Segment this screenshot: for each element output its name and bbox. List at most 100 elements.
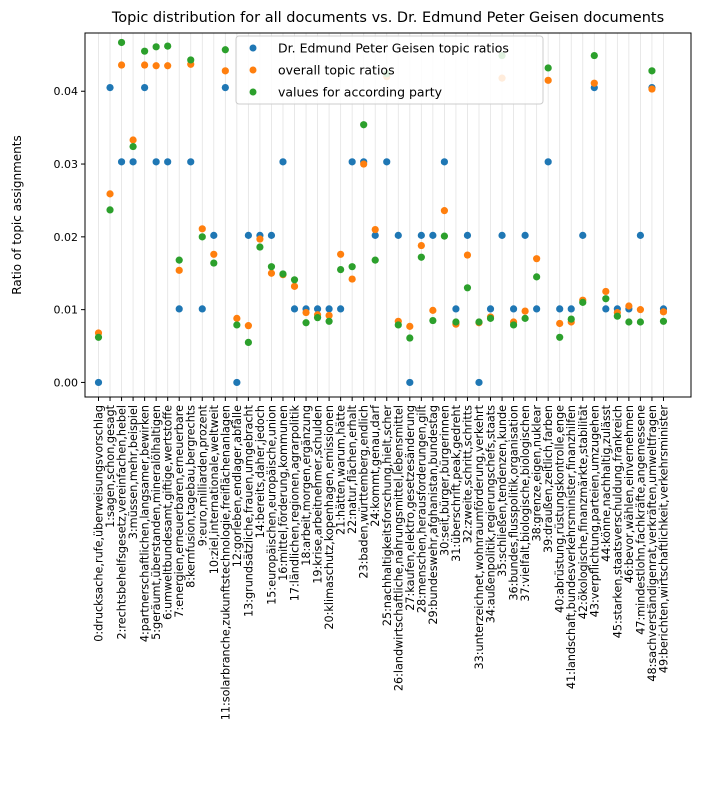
point-party-27 — [406, 334, 414, 342]
x-tick-label: 7:energien,erneuerbaren,erneuerbare — [173, 405, 186, 618]
x-tick-label: 1:sagen,schon,gesagt — [104, 404, 117, 528]
point-geisen-34 — [486, 305, 495, 313]
point-overall-15 — [267, 269, 276, 277]
point-party-20 — [325, 317, 333, 325]
point-party-18 — [302, 319, 310, 327]
point-party-31 — [452, 318, 460, 326]
plot-frame — [84, 32, 692, 398]
x-tick-label: 42:ökologische,finanzmärkte,stabilität — [577, 404, 590, 619]
point-party-11 — [221, 46, 229, 54]
point-geisen-35 — [498, 231, 506, 239]
point-overall-44 — [602, 287, 610, 296]
point-party-19 — [313, 314, 322, 322]
point-geisen-20 — [325, 305, 333, 313]
point-overall-38 — [533, 255, 541, 263]
point-overall-7 — [175, 266, 183, 274]
x-tick-label: 4:partnerschaftlichen,langsamer,bewirken — [139, 405, 152, 642]
y-axis-label: Ratio of topic assignments — [10, 135, 24, 294]
point-party-3 — [129, 142, 137, 151]
point-geisen-10 — [210, 231, 218, 239]
point-geisen-29 — [429, 231, 437, 239]
x-tick-label: 39:draußen,zeitlich,farben — [542, 405, 555, 553]
point-overall-23 — [360, 160, 368, 168]
y-tick-label: 0.03 — [54, 158, 79, 171]
point-geisen-8 — [187, 158, 195, 166]
point-party-13 — [244, 338, 252, 346]
point-party-10 — [210, 259, 218, 267]
data-points — [94, 38, 668, 387]
x-tick-label: 8:kernfusion,tagebau,bergrechts — [185, 405, 198, 588]
grid-lines — [98, 33, 664, 397]
x-tick-label: 28:menschen,herausforderungen,gilt — [415, 404, 428, 613]
x-tick-label: 6:umweltbundesamt,giftige,wertstoffe — [162, 405, 175, 620]
x-tick-label: 47:mindestlohn,fachkräfte,angemessene — [634, 405, 647, 635]
x-tick-label: 25:nachhaltigkeitsforschung,hielt,scher — [381, 405, 394, 627]
x-tick-label: 44:könne,nachhaltig,zulässt — [600, 404, 613, 562]
point-party-46 — [625, 318, 633, 326]
x-tick-label: 40:abrüstung,rüstungskontrolle,enge — [554, 405, 567, 613]
point-party-45 — [613, 312, 621, 320]
point-overall-18 — [302, 308, 310, 317]
point-geisen-11 — [221, 84, 229, 92]
point-overall-29 — [429, 306, 437, 314]
point-party-12 — [233, 321, 241, 329]
point-party-2 — [117, 38, 126, 47]
point-geisen-42 — [579, 231, 587, 239]
point-geisen-3 — [129, 158, 137, 166]
point-party-0 — [94, 333, 103, 341]
point-party-38 — [533, 273, 541, 281]
point-party-5 — [152, 43, 160, 51]
x-tick-label: 21:hätten,warum,hätte — [335, 405, 348, 535]
point-overall-20 — [325, 311, 333, 320]
point-party-1 — [106, 206, 114, 214]
point-geisen-36 — [509, 305, 518, 313]
point-party-6 — [164, 42, 172, 50]
point-geisen-25 — [383, 158, 391, 166]
x-tick-label: 33:unterzeichnet,wohnraumförderung,verke… — [473, 404, 486, 669]
y-tick-label: 0.02 — [54, 231, 79, 244]
x-tick-label: 27:kaufen,elektro,gesetzesänderung — [404, 405, 417, 611]
x-tick-label: 12:gorleben,endlager,abfälle — [231, 405, 244, 567]
point-geisen-26 — [394, 231, 402, 239]
x-tick-label: 29:bundeswehr,afghanistan,bundestag — [427, 405, 440, 625]
point-party-21 — [337, 266, 345, 274]
point-overall-14 — [256, 235, 264, 243]
point-geisen-27 — [406, 378, 414, 387]
point-party-39 — [544, 64, 552, 72]
x-tick-label: 5:geräumt,überstanden,mineralölhaltigen — [150, 405, 163, 640]
point-overall-10 — [210, 250, 218, 258]
point-geisen-19 — [313, 305, 322, 313]
point-party-29 — [429, 316, 437, 325]
x-tick-label: 34:außenpolitik,regierungschefs,staats — [485, 405, 498, 623]
x-tick-label: 30:seit,bürger,bürgerinnen — [438, 405, 451, 556]
point-geisen-0 — [94, 378, 103, 387]
x-tick-label: 46:bevor,wählen,einvernehmen — [623, 405, 636, 583]
y-axis: 0.00 0.01 0.02 0.03 0.04 — [54, 85, 85, 389]
point-party-32 — [463, 284, 472, 292]
point-overall-32 — [463, 251, 472, 259]
x-tick-label: 2:rechtsbehelfsgesetz,vereinfachen,hebel — [116, 405, 129, 640]
point-overall-21 — [337, 250, 345, 258]
point-geisen-5 — [152, 158, 160, 166]
point-party-41 — [567, 315, 575, 323]
point-geisen-22 — [348, 158, 356, 166]
point-overall-46 — [625, 302, 633, 310]
x-tick-label: 17:ländlichen,regionen,agrarpolitik — [289, 404, 302, 601]
point-overall-11 — [221, 67, 229, 75]
x-tick-label: 10:ziel,internationale,weltweit — [208, 404, 221, 574]
point-party-37 — [521, 314, 529, 322]
point-geisen-21 — [337, 305, 345, 313]
x-tick-label: 48:sachverständigenrat,verkräften,umwelt… — [646, 405, 659, 682]
point-geisen-28 — [417, 231, 425, 239]
x-tick-label: 45:starken,staatsverschuldung,frankreich — [611, 405, 624, 638]
point-geisen-37 — [521, 231, 529, 239]
point-party-22 — [348, 263, 356, 271]
point-geisen-12 — [233, 378, 241, 387]
point-overall-5 — [152, 62, 160, 70]
point-overall-30 — [440, 207, 448, 215]
x-tick-label: 11:solarbranche,zukunftstechnologie,frei… — [219, 405, 232, 720]
point-overall-39 — [544, 76, 552, 84]
legend-box — [235, 35, 544, 105]
point-geisen-30 — [440, 158, 448, 166]
point-party-34 — [486, 314, 495, 322]
